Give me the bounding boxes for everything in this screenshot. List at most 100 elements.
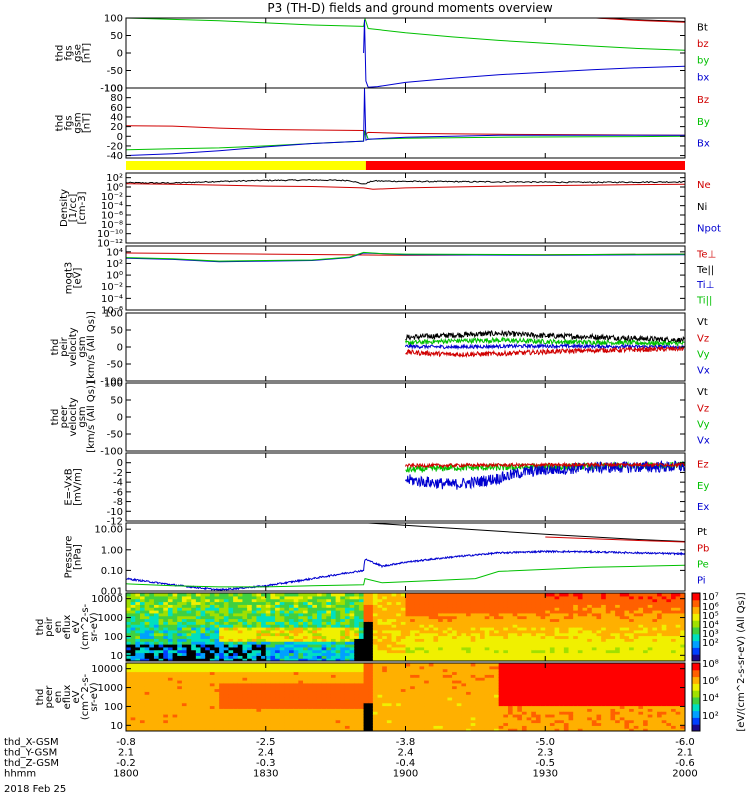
y-axis: 10000 1000 100 10 xyxy=(91,663,686,732)
y-axis-label: Pressure xyxy=(64,536,75,579)
legend-Bt: Bt xyxy=(697,22,708,33)
ephemeris-value: -0.2 xyxy=(116,758,136,769)
y-tick-label: 80 xyxy=(110,93,123,104)
y-axis-label: eV xyxy=(71,620,82,633)
colorbar-cell xyxy=(692,724,700,727)
colorbar-cell xyxy=(692,652,700,655)
y-axis-label: [km/s (All Qs)] xyxy=(86,381,97,453)
legend-Ey: Ey xyxy=(697,481,709,492)
y-tick-label: 0 xyxy=(117,343,123,354)
y-tick-label: 10⁻⁸ xyxy=(101,220,123,231)
colorbar-cell xyxy=(692,611,700,614)
colorbar-cell xyxy=(692,714,700,717)
colorbar-cell xyxy=(692,715,700,718)
colorbar-cell xyxy=(692,698,700,701)
colorbar-cell xyxy=(692,650,700,653)
colorbar-tick-label: 10³ xyxy=(702,629,719,640)
ephemeris-value: -3.8 xyxy=(396,737,416,748)
colorbar-cell xyxy=(692,712,700,715)
ephemeris-value: 1930 xyxy=(533,769,558,780)
colorbar-cell xyxy=(692,669,700,672)
y-tick-label: 1000 xyxy=(98,683,123,694)
legend-Vz: Vz xyxy=(697,333,709,344)
colorbar-cell xyxy=(692,593,700,596)
y-tick-label: 60 xyxy=(110,103,123,114)
legend-Npot: Npot xyxy=(697,224,721,235)
colorbar-cell xyxy=(692,640,700,643)
colorbar-cell xyxy=(692,673,700,676)
y-tick-label: 100 xyxy=(104,702,123,713)
y-tick-label: 100 xyxy=(104,632,123,643)
legend-Vx: Vx xyxy=(697,366,710,377)
ephemeris-value: -6.0 xyxy=(675,737,695,748)
date-label: 2018 Feb 25 xyxy=(4,784,66,795)
y-axis-label: Density xyxy=(59,189,70,227)
y-tick-label: -100 xyxy=(100,447,123,458)
series-fgs_gse-by xyxy=(126,18,685,51)
colorbar-cell xyxy=(692,663,700,666)
legend-Ti: Ti⊥ xyxy=(696,280,714,291)
y-axis-label: [nT] xyxy=(82,113,93,133)
colorbar-cell xyxy=(692,707,700,710)
panel-frame xyxy=(125,382,686,452)
y-axis-label: en xyxy=(53,621,64,634)
series-peir_velocity-Vy xyxy=(405,336,685,347)
colorbar-cell xyxy=(692,598,700,601)
y-axis-label: sr-eV) xyxy=(89,682,100,711)
panel-peer_eflux: 10000 1000 100 10 thdpeerenefluxeV(cm^2-s-sr… xyxy=(35,662,686,732)
colorbar-cell xyxy=(692,688,700,691)
y-axis-label: peir xyxy=(44,616,55,636)
colorbar-cell xyxy=(692,691,700,695)
ephemeris-value: 2000 xyxy=(672,769,697,780)
y-tick-label: -40 xyxy=(107,151,123,162)
y-tick-label: 0.01 xyxy=(101,587,123,598)
y-tick-label: 10000 xyxy=(91,594,123,605)
y-axis-label: eV xyxy=(71,690,82,703)
legend-Vx: Vx xyxy=(697,436,710,447)
colorbar-cell xyxy=(692,695,700,698)
y-tick-label: 10⁻⁶ xyxy=(101,211,123,222)
colorbar-frame xyxy=(691,662,701,732)
series-pressure-Pt xyxy=(368,523,685,542)
series-fgs_gsm-Bx xyxy=(126,88,685,157)
colorbar-cell xyxy=(692,693,700,696)
y-tick-label: 10000 xyxy=(91,664,123,675)
y-tick-label: 100 xyxy=(104,14,123,25)
y-tick-label: 10⁰ xyxy=(106,183,123,194)
colorbar-cell xyxy=(692,621,700,625)
colorbar-cell xyxy=(692,683,700,686)
ephemeris-value: 2.4 xyxy=(398,748,414,759)
y-tick-label: -50 xyxy=(107,66,123,77)
colorbar-cell xyxy=(692,710,700,713)
colorbar-frame xyxy=(691,592,701,662)
colorbar-cell xyxy=(692,720,700,723)
y-axis-label: velocity xyxy=(68,397,79,436)
y-axis-label: gsm xyxy=(77,406,88,427)
y-tick-label: 0.10 xyxy=(101,566,123,577)
y-tick-label: 50 xyxy=(110,31,123,42)
legend-By: By xyxy=(697,117,710,128)
colorbar-cell xyxy=(692,702,700,705)
colorbar-cell xyxy=(692,620,700,623)
legend-Bz: Bz xyxy=(697,95,709,106)
series-fgs_gse-bx xyxy=(363,19,685,88)
y-tick-label: 10⁻¹² xyxy=(97,239,123,250)
colorbar-cell xyxy=(692,599,700,602)
colorbar-cell xyxy=(692,729,700,732)
colorbar-cell xyxy=(692,719,700,722)
y-tick-label: 100 xyxy=(104,379,123,390)
y-tick-label: 10 xyxy=(110,721,123,732)
colorbar-cell xyxy=(692,616,700,619)
colorbar-cell xyxy=(692,725,700,729)
y-axis-label: thd xyxy=(50,409,61,426)
colorbar-cell xyxy=(692,722,700,725)
y-tick-label: 100 xyxy=(104,84,123,95)
legend-by: by xyxy=(697,56,709,67)
colorbar-cell xyxy=(692,628,700,631)
y-tick-label: 0 xyxy=(117,132,123,143)
ephemeris-value: 1800 xyxy=(113,769,138,780)
colorbar-cell xyxy=(692,608,700,611)
ephemeris-value: -0.8 xyxy=(116,737,136,748)
y-tick-label: 10² xyxy=(106,259,123,270)
